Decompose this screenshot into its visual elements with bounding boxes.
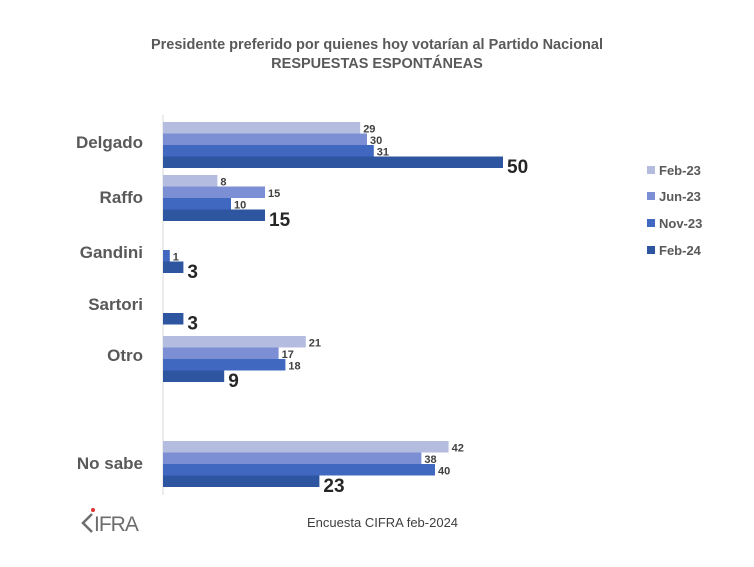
data-label: 23	[323, 476, 344, 497]
data-label: 3	[187, 314, 198, 335]
bar-feb-24	[163, 313, 184, 325]
bar-feb-24	[163, 370, 225, 382]
category-label: No sabe	[77, 454, 143, 473]
data-label: 42	[452, 443, 464, 455]
bar-feb-24	[163, 261, 184, 273]
bar-feb-23	[163, 175, 218, 187]
bar-feb-24	[163, 475, 320, 487]
data-label: 10	[234, 200, 246, 212]
data-label: 50	[507, 157, 528, 178]
bar-nov-23	[163, 359, 286, 371]
chart-title: Presidente preferido por quienes hoy vot…	[150, 37, 604, 53]
category-label: Sartori	[88, 295, 143, 314]
legend-entry: Nov-23	[659, 216, 702, 231]
data-label: 38	[424, 454, 436, 466]
bar-jun-23	[163, 186, 265, 198]
logo-chevron	[81, 513, 93, 533]
bar-jun-23	[163, 452, 422, 464]
bar-nov-23	[163, 198, 231, 210]
data-label: 40	[438, 466, 450, 478]
bar-feb-23	[163, 122, 361, 134]
legend-entry: Feb-24	[659, 243, 702, 258]
data-label: 18	[288, 361, 300, 373]
bar-feb-24	[163, 156, 503, 168]
category-label: Otro	[107, 346, 143, 365]
data-label: 15	[269, 210, 291, 231]
data-label: 3	[187, 262, 198, 283]
data-label: 21	[309, 338, 321, 350]
bar-jun-23	[163, 133, 367, 145]
category-label: Gandini	[80, 243, 143, 262]
logo-dot	[91, 508, 95, 512]
category-label: Delgado	[76, 133, 143, 152]
legend-entry: Feb-23	[659, 163, 701, 178]
bar-feb-23	[163, 336, 306, 348]
legend-swatch	[647, 219, 655, 227]
legend-swatch	[647, 246, 655, 254]
category-label: Raffo	[100, 188, 143, 207]
data-label: 29	[363, 124, 375, 136]
data-label: 9	[228, 371, 239, 392]
bar-jun-23	[163, 347, 279, 359]
data-label: 1	[173, 252, 179, 264]
data-label: 8	[220, 177, 226, 189]
data-label: 17	[282, 349, 294, 361]
bar-feb-24	[163, 209, 265, 221]
legend-swatch	[647, 166, 655, 174]
legend-swatch	[647, 192, 655, 200]
data-label: 15	[268, 188, 280, 200]
data-label: 31	[377, 147, 389, 159]
data-label: 30	[370, 135, 382, 147]
logo-text: IFRA	[94, 513, 139, 536]
cifra-logo: IFRA	[81, 508, 140, 536]
bar-nov-23	[163, 250, 170, 262]
source-note: Encuesta CIFRA feb-2024	[307, 515, 459, 530]
legend-entry: Jun-23	[659, 189, 701, 204]
bar-nov-23	[163, 464, 435, 476]
chart-subtitle: RESPUESTAS ESPONTÁNEAS	[271, 56, 483, 72]
bar-feb-23	[163, 441, 449, 453]
bar-nov-23	[163, 145, 374, 157]
